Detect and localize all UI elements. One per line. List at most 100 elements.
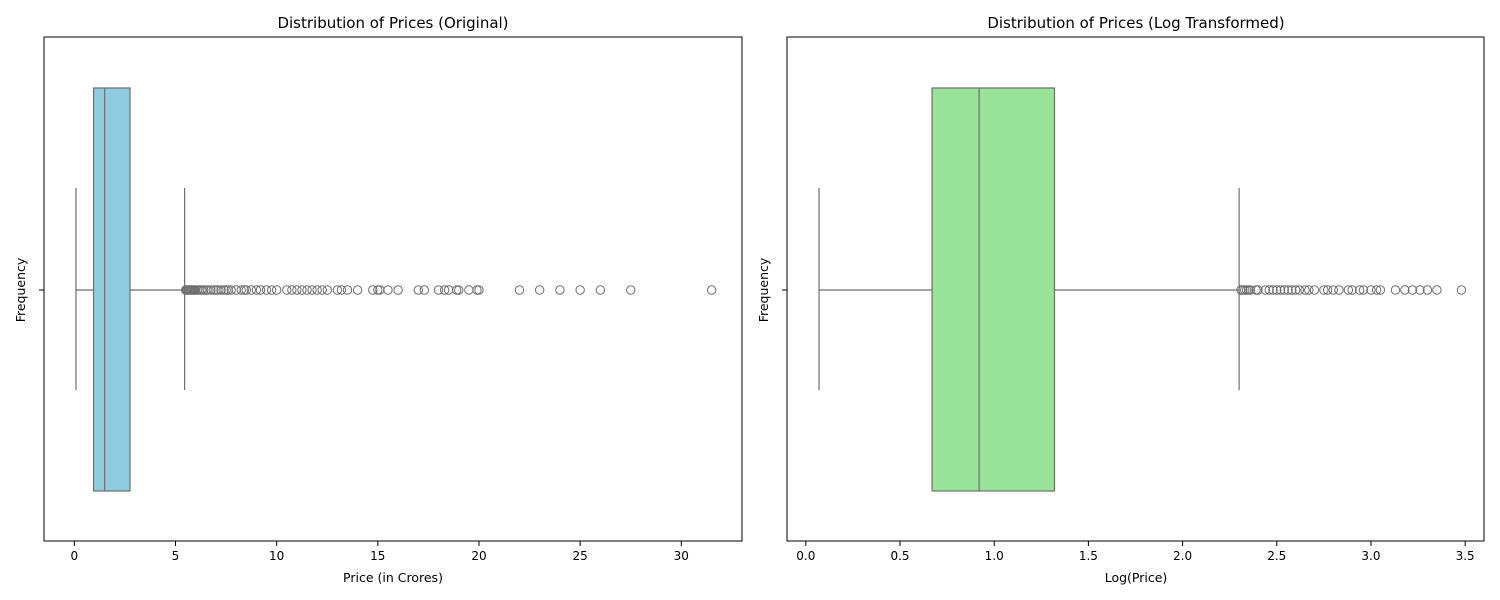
outlier-point [1294, 285, 1305, 295]
x-tick-label: 3.0 [1361, 549, 1380, 563]
outlier-point [706, 285, 717, 295]
outlier-point [1290, 285, 1301, 295]
outlier-point [332, 285, 343, 295]
outlier-point [413, 285, 423, 295]
outlier-point [1456, 285, 1467, 295]
outlier-point [1272, 285, 1282, 295]
x-tick-label: 25 [573, 549, 588, 563]
outlier-point [1334, 285, 1344, 295]
x-tick-label: 10 [269, 549, 284, 563]
outlier-point [206, 285, 216, 295]
x-axis-label: Price (in Crores) [343, 570, 443, 585]
outlier-point [383, 285, 393, 295]
outlier-point [287, 285, 297, 295]
outlier-point [1328, 285, 1338, 295]
outlier-point [595, 285, 606, 295]
outlier-point [216, 285, 226, 295]
axes-frame [43, 36, 743, 542]
outlier-point [1375, 285, 1386, 295]
x-tick-label: 2.0 [1173, 549, 1192, 563]
iqr-box [931, 87, 1056, 492]
outlier-point [575, 285, 585, 295]
x-tick-label: 2.5 [1267, 549, 1286, 563]
outlier-point [452, 285, 462, 295]
outlier-point [439, 285, 450, 295]
outlier-point [1275, 285, 1286, 295]
outlier-point [1319, 285, 1329, 295]
outlier-point [226, 285, 236, 295]
outlier-point [464, 285, 474, 295]
outlier-point [1354, 285, 1365, 295]
outlier-point [292, 285, 302, 295]
outlier-point [1358, 285, 1369, 295]
x-tick-label: 20 [471, 549, 486, 563]
outlier-point [1309, 285, 1320, 295]
x-axis: 0 5 10 15 20 25 30 [71, 541, 689, 563]
outlier-point [534, 285, 545, 295]
outlier-point [1245, 285, 1256, 295]
outlier-point [419, 285, 430, 295]
outlier-point [1300, 285, 1310, 295]
outlier-point [322, 285, 332, 295]
x-axis-label: Log(Price) [1105, 570, 1168, 585]
outlier-point [336, 285, 347, 295]
outlier-point [236, 285, 246, 295]
chart-title: Distribution of Prices (Log Transformed) [987, 14, 1284, 32]
outlier-point [555, 285, 565, 295]
outlier-point [302, 285, 312, 295]
outlier-point [1407, 285, 1418, 295]
outlier-point [312, 285, 322, 295]
outlier-point [472, 285, 482, 295]
outlier-point [1371, 285, 1382, 295]
outlier-point [282, 285, 292, 295]
outlier-point [1432, 285, 1442, 295]
outlier-point [1260, 285, 1271, 295]
outlier-point [246, 285, 257, 295]
x-tick-label: 0.0 [796, 549, 815, 563]
outlier-point [626, 285, 636, 295]
chart-original: Distribution of Prices (Original) 0 5 10 15… [13, 14, 743, 585]
axes-frame [786, 36, 1485, 542]
outlier-point [433, 285, 444, 295]
outlier-point [255, 285, 266, 295]
outlier-point [352, 285, 363, 295]
outlier-point [1347, 285, 1357, 295]
outlier-point [297, 285, 307, 295]
x-tick-label: 1.0 [985, 549, 1004, 563]
outlier-point [261, 285, 272, 295]
outlier-point [454, 285, 464, 295]
outlier-point [1304, 285, 1314, 295]
outlier-point [211, 285, 221, 295]
outlier-point [1400, 285, 1410, 295]
outlier-point [251, 285, 262, 295]
x-tick-label: 15 [370, 549, 385, 563]
outlier-point [342, 285, 353, 295]
outlier-point [1390, 285, 1401, 295]
outlier-point [307, 285, 317, 295]
y-axis-label: Frequency [13, 257, 28, 322]
outlier-point [1322, 285, 1333, 295]
outlier-point [1343, 285, 1354, 295]
chart-log-transformed: Distribution of Prices (Log Transformed)… [756, 14, 1485, 585]
iqr-box [92, 87, 131, 492]
outlier-point [1422, 285, 1433, 295]
outlier-point [1415, 285, 1425, 295]
x-tick-label: 30 [674, 549, 689, 563]
outlier-point [241, 285, 252, 295]
x-tick-label: 3.5 [1456, 549, 1475, 563]
x-tick-label: 1.5 [1079, 549, 1098, 563]
outlier-point [1366, 285, 1376, 295]
outlier-point [393, 285, 403, 295]
outlier-point [317, 285, 327, 295]
outlier-point [231, 285, 241, 295]
outlier-point [271, 285, 282, 295]
x-tick-label: 0 [71, 549, 79, 563]
outlier-point [1253, 285, 1263, 295]
outlier-point [368, 285, 378, 295]
outlier-point [1268, 285, 1278, 295]
x-tick-label: 0.5 [890, 549, 909, 563]
plot-area [818, 87, 1467, 492]
x-tick-label: 5 [172, 549, 180, 563]
outlier-point [1264, 285, 1274, 295]
